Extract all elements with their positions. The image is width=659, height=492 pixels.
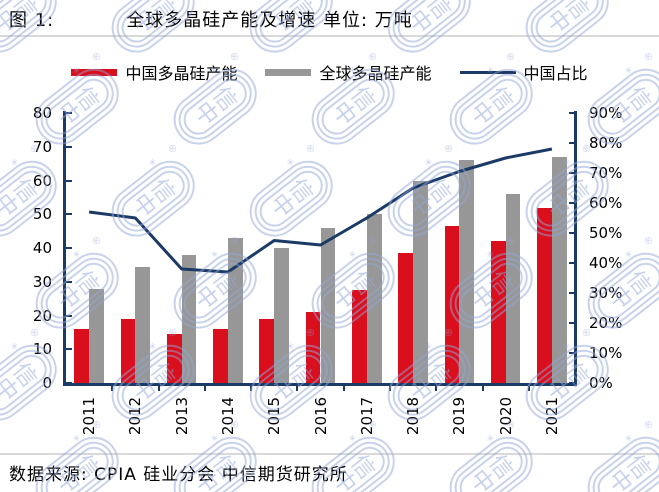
y-axis-label: 60 [32, 171, 52, 190]
svg-text:中: 中 [464, 465, 499, 492]
bar-china [213, 329, 228, 383]
y2-axis-label: 90% [589, 104, 623, 122]
y-axis-label: 30 [32, 272, 52, 291]
x-axis-tick [203, 386, 206, 391]
y2-axis-label: 80% [589, 134, 623, 152]
x-axis-tick [481, 386, 484, 391]
y-axis-label: 10 [32, 340, 52, 359]
source-divider [0, 453, 659, 455]
china-share-line [88, 147, 553, 274]
x-axis-line [63, 383, 577, 386]
y2-axis-label: 40% [589, 254, 623, 272]
y-axis-tick [66, 213, 72, 216]
bar-china [74, 329, 90, 383]
y-axis-label: 0 [42, 374, 52, 392]
y2-axis-tick [569, 142, 575, 144]
legend-swatch [265, 68, 312, 76]
y2-axis-tick [569, 112, 575, 114]
x-tick-label: 2015 [265, 396, 284, 436]
y-axis-label: 80 [32, 104, 52, 122]
x-tick-label: 2016 [311, 396, 330, 436]
y2-axis-tick [569, 262, 575, 264]
y2-axis-label: 70% [589, 164, 623, 182]
y-axis-line [63, 111, 66, 386]
x-tick-label: 2014 [219, 396, 237, 436]
x-axis-tick [111, 386, 114, 391]
x-tick-label: 2020 [496, 396, 515, 436]
x-tick-label: 2021 [542, 396, 561, 436]
x-axis-tick [388, 386, 391, 391]
x-tick-label: 2019 [450, 396, 469, 436]
x-tick-label: 2017 [357, 396, 376, 436]
y2-axis-tick [569, 292, 575, 294]
x-axis-tick [157, 386, 160, 391]
bar-china [537, 207, 552, 383]
y2-axis-label: 10% [589, 344, 623, 362]
y2-axis-label: 60% [589, 194, 623, 212]
svg-text:中: 中 [602, 465, 637, 492]
x-axis-tick [250, 386, 253, 391]
y2-axis-label: 20% [589, 314, 623, 332]
y-axis-label: 70 [32, 137, 52, 156]
y-axis-tick [66, 145, 72, 148]
y-axis-tick [66, 179, 72, 182]
x-axis-tick [342, 386, 345, 391]
source-text: 数据来源: CPIA 硅业分会 中信期货研究所 [9, 465, 348, 485]
y-axis-label: 20 [32, 306, 52, 325]
y2-axis-line [574, 111, 577, 386]
y-axis-tick [66, 247, 72, 249]
chart-area: 2011 2012 2013 2014 2015 2016 2017 2018 2019 2020… [32, 104, 623, 436]
y-axis-label: 40 [32, 239, 52, 257]
x-axis-tick [296, 386, 299, 391]
x-tick-label: 2018 [404, 396, 422, 436]
legend-label: 中国占比 [523, 64, 588, 83]
y-axis-tick [66, 382, 72, 384]
y2-axis-label: 50% [589, 224, 623, 242]
y-axis-tick [66, 348, 72, 351]
x-tick-label: 2011 [80, 396, 99, 436]
y2-axis-label: 0% [589, 374, 613, 392]
y2-axis-label: 30% [589, 284, 623, 302]
x-axis-tick [527, 386, 530, 391]
x-tick-label: 2013 [172, 396, 191, 436]
y2-axis-tick [569, 322, 575, 324]
x-axis-tick [435, 386, 438, 391]
y-axis-label: 50 [32, 205, 52, 224]
x-tick-label: 2012 [126, 396, 145, 436]
